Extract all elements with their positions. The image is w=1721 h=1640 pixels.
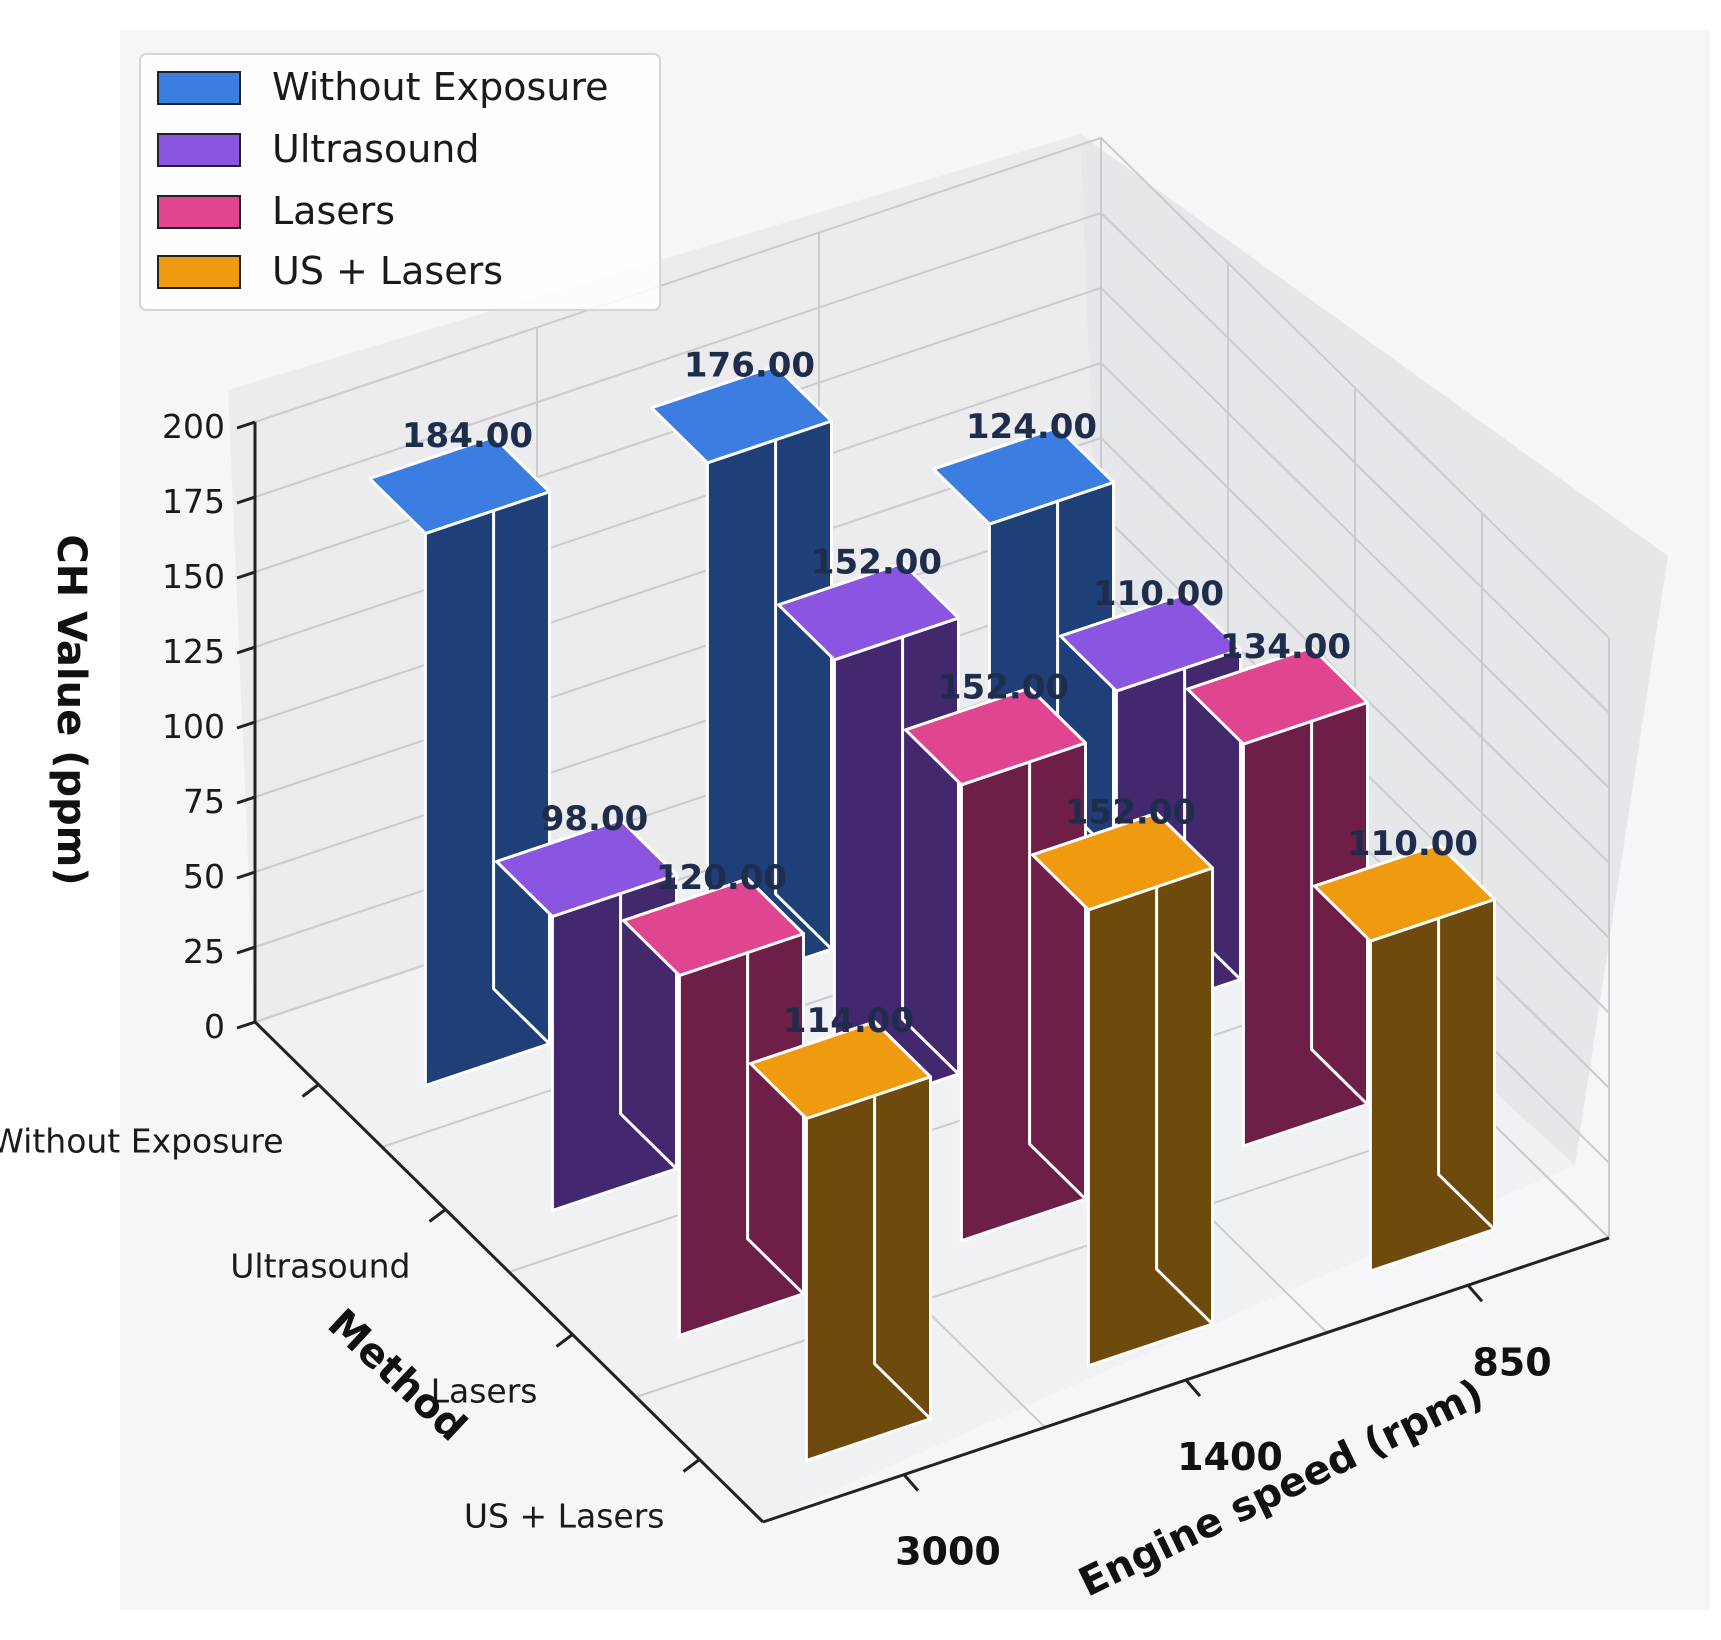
z-tick-label-100: 100 xyxy=(162,707,225,746)
method-tick-label-1: Ultrasound xyxy=(230,1247,410,1286)
speed-tick-label-1400: 1400 xyxy=(1177,1435,1283,1479)
bar-top-face xyxy=(495,818,678,918)
bar-us-lasers-3000 xyxy=(749,1020,932,1462)
z-tick-0 xyxy=(236,1020,256,1030)
bar-us-lasers-1400 xyxy=(1031,811,1214,1368)
value-label-ultrasound-1400: 152.00 xyxy=(811,542,942,582)
bar-top-face xyxy=(650,364,833,465)
value-label-us-lasers-3000: 114.00 xyxy=(783,1001,914,1041)
z-tick-label-200: 200 xyxy=(162,407,225,446)
bar-side-face xyxy=(492,435,551,1046)
method-tick-label-3: US + Lasers xyxy=(464,1497,665,1536)
legend-item-without-exposure: Without Exposure xyxy=(157,65,609,109)
method-tick-label-2: Lasers xyxy=(431,1372,538,1411)
value-label-lasers-850: 134.00 xyxy=(1220,627,1351,667)
bar-side-face xyxy=(901,561,960,1076)
z-tick-175 xyxy=(236,495,256,505)
bar-without-exposure-1400 xyxy=(650,364,833,993)
z-tick-200 xyxy=(236,420,256,430)
z-tick-25 xyxy=(236,945,256,955)
z-tick-50 xyxy=(236,870,256,880)
speed-tick-label-3000: 3000 xyxy=(895,1530,1001,1574)
bar-top-face xyxy=(749,1020,932,1120)
z-tick-label-0: 0 xyxy=(204,1007,225,1046)
bars xyxy=(368,364,1496,1462)
bar-lasers-850 xyxy=(1186,645,1369,1148)
gridline-floor-method-3 xyxy=(635,1111,1483,1398)
z-axis-title: CH Value (ppm) xyxy=(48,534,94,885)
value-labels: 124.00 176.00 184.00 110.00 152.00 98.00 134.0… xyxy=(402,345,1478,1041)
z-tick-label-175: 175 xyxy=(162,482,225,521)
method-tick-2 xyxy=(555,1333,574,1348)
method-tick-label-0: Without Exposure xyxy=(0,1122,284,1161)
legend-item-lasers: Lasers xyxy=(157,189,395,233)
z-tick-150 xyxy=(236,570,256,580)
legend-swatch-without-exposure xyxy=(157,71,241,105)
method-tick-0 xyxy=(301,1083,320,1098)
legend-swatch-us-lasers xyxy=(157,255,241,289)
bar-top-face xyxy=(1031,811,1214,912)
method-axis-line xyxy=(253,1020,765,1524)
value-label-without-exposure-850: 124.00 xyxy=(966,407,1097,447)
method-tick-3 xyxy=(682,1458,701,1473)
bar-side-face xyxy=(1028,686,1087,1201)
method-tick-1 xyxy=(428,1208,447,1223)
bar-top-face xyxy=(1186,645,1369,746)
z-tick-label-125: 125 xyxy=(162,632,225,671)
bar-top-face xyxy=(1059,592,1242,693)
speed-tick-0 xyxy=(902,1473,920,1492)
z-tick-label-25: 25 xyxy=(183,932,225,971)
z-tick-label-150: 150 xyxy=(162,557,225,596)
value-label-ultrasound-850: 110.00 xyxy=(1093,574,1224,614)
z-tick-125 xyxy=(236,645,256,655)
z-tick-label-50: 50 xyxy=(183,857,225,896)
value-label-lasers-1400: 152.00 xyxy=(938,667,1069,707)
bar-us-lasers-850 xyxy=(1313,842,1496,1273)
speed-tick-label-850: 850 xyxy=(1472,1340,1551,1384)
value-label-ultrasound-3000: 98.00 xyxy=(541,799,649,839)
bar-top-face xyxy=(368,435,551,535)
legend-item-ultrasound: Ultrasound xyxy=(157,127,480,171)
value-label-us-lasers-850: 110.00 xyxy=(1347,824,1478,864)
legend-label-lasers: Lasers xyxy=(272,189,395,233)
bar-top-face xyxy=(1313,842,1496,943)
legend-label-without-exposure: Without Exposure xyxy=(272,65,609,109)
bar-side-face xyxy=(1155,811,1214,1326)
legend-label-us-lasers: US + Lasers xyxy=(272,249,503,293)
legend-item-us-lasers: US + Lasers xyxy=(157,249,503,293)
value-label-without-exposure-3000: 184.00 xyxy=(402,416,533,456)
value-label-us-lasers-1400: 152.00 xyxy=(1065,792,1196,832)
bar-ultrasound-3000 xyxy=(495,818,678,1212)
legend-swatch-ultrasound xyxy=(157,133,241,167)
bar-top-face xyxy=(622,877,805,977)
legend-box xyxy=(139,53,661,311)
z-tick-75 xyxy=(236,795,256,805)
legend-swatch-lasers xyxy=(157,195,241,229)
value-label-without-exposure-1400: 176.00 xyxy=(684,345,815,385)
speed-tick-1 xyxy=(1184,1378,1202,1397)
axes: 0 25 50 75 100 125 150 175 200 Without Exposure Ul… xyxy=(0,407,1610,1574)
value-label-lasers-3000: 120.00 xyxy=(656,858,787,898)
bar-lasers-3000 xyxy=(622,877,805,1337)
z-tick-100 xyxy=(236,720,256,730)
z-tick-label-75: 75 xyxy=(183,782,225,821)
speed-tick-2 xyxy=(1466,1284,1484,1303)
bar-top-face xyxy=(932,425,1115,526)
legend: Without Exposure Ultrasound Lasers US + … xyxy=(139,53,661,311)
legend-label-ultrasound: Ultrasound xyxy=(272,127,480,171)
bar-top-face xyxy=(904,686,1087,787)
bar-top-face xyxy=(777,561,960,662)
